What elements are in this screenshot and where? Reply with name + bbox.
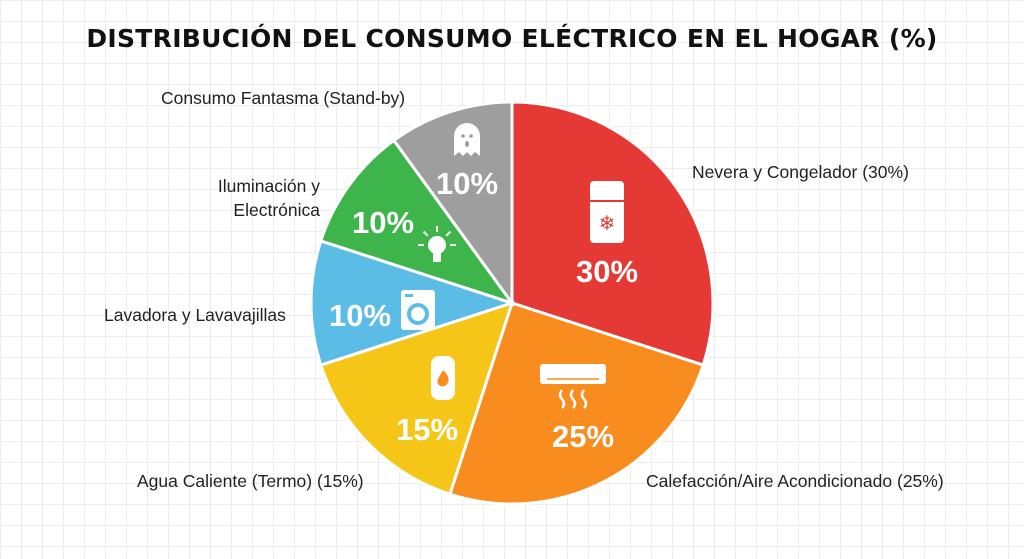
pie-slice	[391, 100, 514, 308]
ghost-icon	[454, 123, 480, 156]
lightbulb-icon	[418, 226, 456, 262]
fridge-icon: ❄	[590, 181, 624, 243]
slice-value-label: 30%	[576, 254, 638, 289]
water-heater-icon	[431, 356, 455, 400]
slice-value-label: 10%	[352, 205, 414, 240]
pie-slice	[447, 301, 706, 506]
slice-label-fantasma: Consumo Fantasma (Stand-by)	[161, 88, 406, 108]
pie-slice	[318, 138, 516, 306]
slice-label-nevera: Nevera y Congelador (30%)	[692, 162, 909, 182]
slice-label-calefaccion: Calefacción/Aire Acondicionado (25%)	[646, 471, 944, 491]
slice-value-label: 10%	[329, 298, 391, 333]
air-conditioner-icon	[540, 364, 606, 409]
slice-label-iluminacion: Iluminación y Electrónica	[217, 176, 320, 220]
slice-value-label: 10%	[436, 166, 498, 201]
slice-value-label: 15%	[396, 412, 458, 447]
svg-text:❄: ❄	[599, 213, 616, 235]
slice-label-lavadora: Lavadora y Lavavajillas	[104, 305, 286, 325]
washing-machine-icon	[401, 290, 435, 330]
slice-label-agua-caliente: Agua Caliente (Termo) (15%)	[137, 471, 364, 491]
slice-value-label: 25%	[552, 419, 614, 454]
chart-title: DISTRIBUCIÓN DEL CONSUMO ELÉCTRICO EN EL…	[86, 24, 938, 53]
